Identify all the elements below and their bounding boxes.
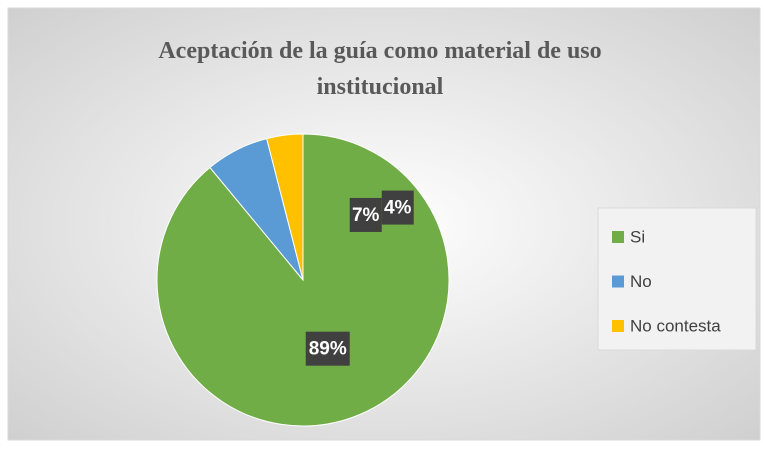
chart-title: institucional xyxy=(317,74,444,100)
legend-swatch xyxy=(612,320,624,332)
data-label-box xyxy=(381,190,414,225)
legend-swatch xyxy=(612,275,624,288)
pie-slice xyxy=(266,133,304,281)
legend-label: Si xyxy=(630,227,645,246)
data-label-box xyxy=(305,331,350,366)
legend xyxy=(597,207,757,351)
data-label: 89% xyxy=(309,339,347,360)
data-label: 4% xyxy=(384,198,412,219)
legend-label: No xyxy=(630,272,652,291)
chart-title: Aceptación de la guía como material de u… xyxy=(158,38,601,64)
data-label: 7% xyxy=(352,205,380,226)
legend-swatch xyxy=(612,231,624,243)
data-label-box xyxy=(349,197,382,232)
legend-label: No contesta xyxy=(630,316,721,335)
